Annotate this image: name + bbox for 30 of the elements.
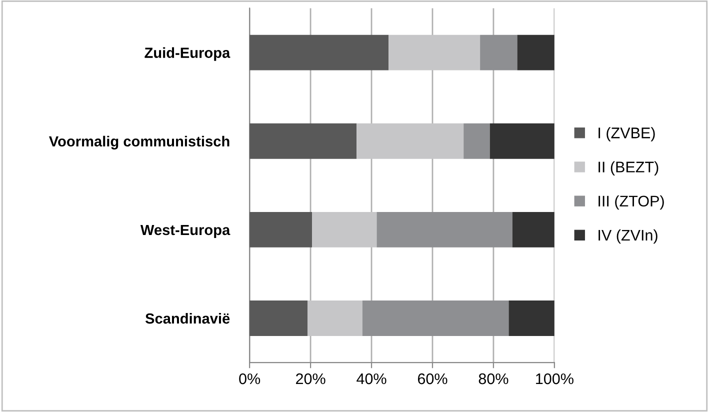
x-tick-label: 60%	[418, 373, 448, 384]
legend-label: II (BEZT)	[598, 161, 658, 176]
y-tick-label: West-Europa	[140, 224, 230, 238]
bar	[517, 34, 554, 70]
bar	[480, 34, 518, 70]
y-tick-label: Scandinavië	[145, 312, 230, 324]
bar	[250, 212, 312, 248]
legend-label: IV (ZVIn)	[598, 229, 658, 244]
bar	[312, 212, 377, 248]
legend-label: I (ZVBE)	[598, 127, 655, 142]
bar	[250, 300, 308, 336]
bar	[250, 123, 357, 159]
y-tick-label: Zuid-Europa	[144, 47, 230, 61]
x-tick-label: 80%	[478, 373, 508, 384]
bar	[250, 34, 389, 70]
bar	[464, 123, 490, 159]
bar	[356, 123, 464, 159]
bar	[362, 300, 509, 336]
bar	[512, 212, 554, 248]
y-tick-label: Voormalig communistisch	[48, 136, 230, 150]
bar	[508, 300, 554, 336]
bar	[388, 34, 480, 70]
x-tick-label: 100%	[536, 373, 574, 384]
x-tick-label: 40%	[356, 373, 386, 384]
x-tick-label: 20%	[296, 373, 326, 384]
bar	[307, 300, 362, 336]
bar	[376, 212, 512, 248]
legend-label: III (ZTOP)	[598, 195, 664, 210]
x-tick-label: 0%	[239, 373, 260, 384]
bar	[490, 123, 554, 159]
